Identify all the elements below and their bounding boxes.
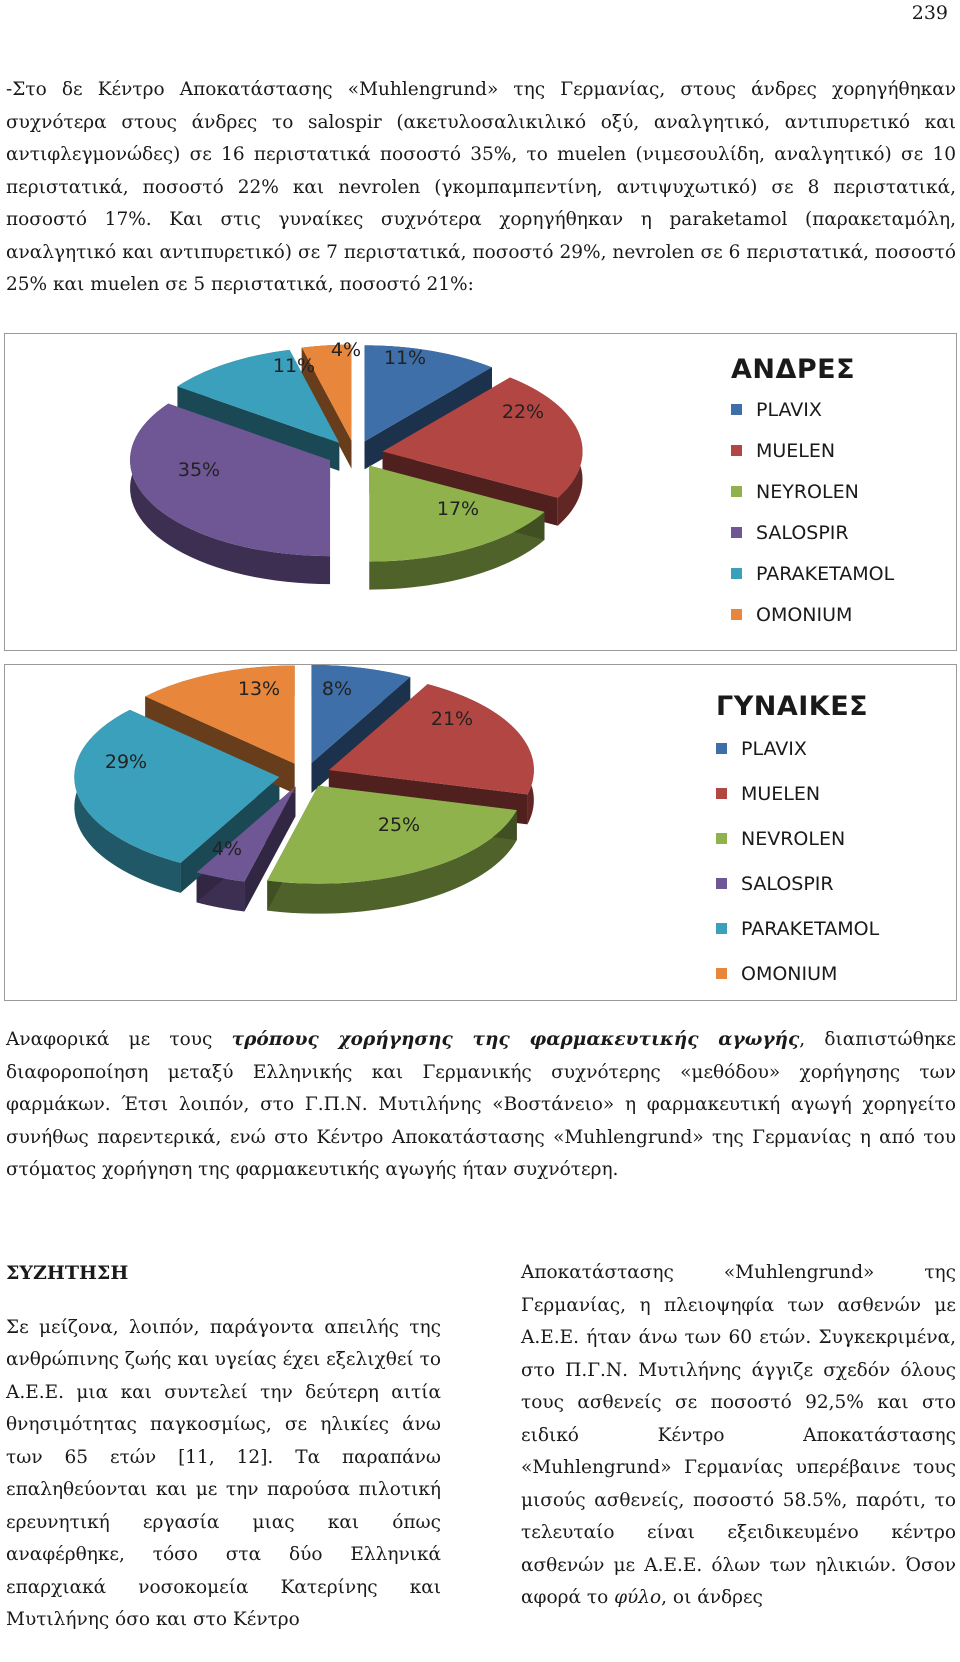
legend-swatch	[716, 833, 727, 844]
pie-slice-plavix	[311, 665, 411, 763]
discussion-right-emphasis: φύλο	[614, 1587, 662, 1608]
men-legend-title: ΑΝΔΡΕΣ	[731, 354, 856, 385]
discussion-right-column: Αποκατάστασης «Muhlengrund» της Γερμανία…	[521, 1257, 956, 1615]
pie-data-label: 22%	[502, 401, 544, 423]
legend-swatch	[731, 568, 742, 579]
pie-slice-wall	[301, 347, 352, 469]
discussion-right-text-1: Αποκατάστασης «Muhlengrund» της Γερμανία…	[521, 1262, 956, 1608]
legend-label: PLAVIX	[741, 737, 807, 760]
legend-label: PLAVIX	[756, 398, 822, 421]
women-legend: ΓΥΝΑΙΚΕΣ PLAVIX MUELEN NEVROLEN SALOSPIR…	[716, 691, 879, 996]
legend-item-muelen: MUELEN	[731, 430, 894, 471]
pie-slice-paraketamol	[177, 349, 340, 443]
legend-swatch	[716, 878, 727, 889]
legend-label: OMONIUM	[756, 603, 853, 626]
legend-label: PARAKETAMOL	[756, 562, 895, 585]
pie-slice-side	[369, 511, 545, 590]
legend-swatch	[731, 445, 742, 456]
pie-data-label: 11%	[384, 347, 426, 369]
administration-emphasis: τρόπους χορήγησης της φαρμακευτικής αγωγ…	[231, 1029, 800, 1050]
administration-text-1: Αναφορικά με τους	[6, 1029, 232, 1050]
legend-label: SALOSPIR	[756, 521, 849, 544]
legend-item-plavix: PLAVIX	[716, 726, 879, 771]
men-pie-chart: 11% 22% 17% 35% 11% 4% ΑΝΔΡΕΣ PLAVIX MUELEN Ν…	[4, 333, 957, 651]
legend-label: MUELEN	[756, 439, 836, 462]
pie-data-label: 29%	[105, 751, 147, 773]
pie-slice-wall	[180, 776, 280, 893]
pie-slice-νευrolen	[369, 465, 545, 562]
legend-label: ΝΕΥROLEN	[756, 480, 859, 503]
legend-item-omonium: OMONIUM	[731, 594, 894, 635]
discussion-right-text-2: , οι άνδρες	[661, 1587, 763, 1608]
pie-slice-plavix	[364, 345, 492, 442]
administration-paragraph: Αναφορικά με τους τρόπους χορήγησης της …	[6, 1024, 956, 1187]
pie-slice-salospir	[130, 403, 331, 557]
women-pie-chart: 8% 21% 25% 4% 29% 13% ΓΥΝΑΙΚΕΣ PLAVIX MUELEN …	[4, 664, 957, 1001]
pie-data-label: 11%	[273, 355, 315, 377]
men-legend: ΑΝΔΡΕΣ PLAVIX MUELEN ΝΕΥROLEN SALOSPIR P…	[731, 354, 894, 635]
pie-data-label: 25%	[378, 814, 420, 836]
legend-item-salospir: SALOSPIR	[731, 512, 894, 553]
pie-slice-nevrolen	[267, 785, 517, 884]
legend-label: OMONIUM	[741, 962, 838, 985]
pie-slice-side	[267, 810, 517, 914]
legend-item-nevrolen: NEVROLEN	[716, 816, 879, 861]
pie-data-label: 21%	[431, 708, 473, 730]
legend-item-salospir: SALOSPIR	[716, 861, 879, 906]
pie-slice-muelen	[382, 377, 583, 498]
legend-swatch	[716, 743, 727, 754]
legend-swatch	[716, 788, 727, 799]
women-legend-title: ΓΥΝΑΙΚΕΣ	[716, 691, 869, 722]
discussion-heading: ΣΥΖΗΤΗΣΗ	[6, 1262, 129, 1284]
pie-slice-muelen	[328, 684, 534, 795]
discussion-right-text: Αποκατάστασης «Muhlengrund» της Γερμανία…	[521, 1257, 956, 1615]
page-number: 239	[911, 2, 948, 24]
pie-data-label: 13%	[238, 678, 280, 700]
pie-slice-omonium	[145, 665, 295, 764]
discussion-left-column: ΣΥΖΗΤΗΣΗ Σε μείζονα, λοιπόν, παράγοντα α…	[6, 1257, 441, 1637]
pie-slice-paraketamol	[74, 709, 280, 863]
legend-swatch	[716, 923, 727, 934]
legend-item-paraketamol: PARAKETAMOL	[716, 906, 879, 951]
pie-data-label: 35%	[178, 459, 220, 481]
legend-swatch	[731, 527, 742, 538]
administration-text-2: , διαπιστώθηκε διαφοροποίηση μεταξύ Ελλη…	[6, 1029, 956, 1180]
legend-item-omonium: OMONIUM	[716, 951, 879, 996]
legend-label: PARAKETAMOL	[741, 917, 880, 940]
discussion-left-text: Σε μείζονα, λοιπόν, παράγοντα απειλής τη…	[6, 1316, 441, 1631]
women-pie-svg: 8% 21% 25% 4% 29% 13%	[74, 665, 534, 914]
pie-data-label: 4%	[331, 339, 361, 361]
results-paragraph: -Στο δε Κέντρο Αποκατάστασης «Muhlengrun…	[6, 79, 956, 295]
legend-label: NEVROLEN	[741, 827, 846, 850]
legend-label: SALOSPIR	[741, 872, 834, 895]
legend-item-muelen: MUELEN	[716, 771, 879, 816]
legend-swatch	[716, 968, 727, 979]
legend-swatch	[731, 486, 742, 497]
pie-data-label: 8%	[322, 678, 352, 700]
legend-swatch	[731, 609, 742, 620]
legend-item-plavix: PLAVIX	[731, 389, 894, 430]
legend-item-nevrolen: ΝΕΥROLEN	[731, 471, 894, 512]
pie-slice-salospir	[196, 786, 296, 882]
pie-slice-side	[130, 403, 331, 585]
pie-slice-omonium	[301, 344, 352, 441]
men-pie-svg: 11% 22% 17% 35% 11% 4%	[130, 339, 583, 590]
legend-item-paraketamol: PARAKETAMOL	[731, 553, 894, 594]
pie-data-label: 17%	[437, 498, 479, 520]
legend-swatch	[731, 404, 742, 415]
pie-data-label: 4%	[212, 838, 242, 860]
legend-label: MUELEN	[741, 782, 821, 805]
